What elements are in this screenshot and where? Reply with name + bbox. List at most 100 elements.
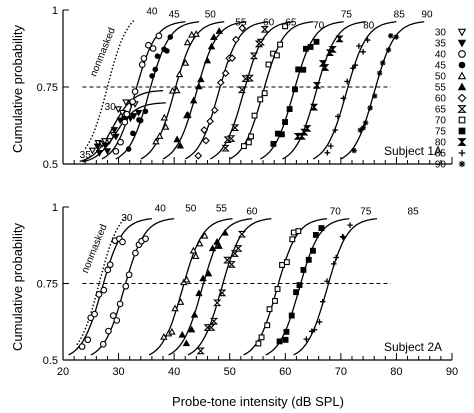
data-point-40 [142,235,149,243]
data-point-30 [88,147,97,155]
data-point-75-shape [302,45,309,52]
data-point-35 [112,133,120,141]
data-point-75-shape [312,232,319,238]
data-point-55 [215,242,223,249]
data-point-75-shape [313,38,320,45]
data-point-90-shape [385,47,392,53]
data-point-60 [196,347,205,355]
data-point-30 [95,291,103,298]
data-point-85 [344,78,351,85]
data-point-50 [168,327,176,335]
data-point-85 [356,43,362,49]
data-point-90-shape [367,105,373,111]
legend-marker-shape [457,138,467,146]
data-point-45 [137,117,144,124]
data-point-85 [340,95,347,102]
data-point-80-shape [309,103,319,111]
data-point-60-shape [237,230,247,238]
legend-marker [457,39,467,48]
legend-marker-shape [457,28,467,37]
bottom-panel: 1 0.75 0.520 30 40 50 60 70 80 90 30 40 50 55 60 70 75 85… [37,202,459,378]
data-point-55 [173,135,181,143]
data-point-55 [207,42,216,50]
x-tick-label: 30 [112,366,124,378]
curves [68,215,378,356]
data-point-85-shape [335,113,341,120]
data-point-85 [364,37,371,43]
data-point-60-shape [207,324,216,331]
data-point-55 [204,269,213,277]
data-point-75-shape [307,44,314,50]
data-point-70-shape [290,229,297,236]
data-point-35 [134,109,143,117]
data-point-40-shape [129,98,136,106]
data-point-40 [105,327,112,335]
data-point-75 [282,119,289,125]
data-point-85 [333,254,340,261]
data-point-60 [218,289,227,297]
data-point-60-shape [209,317,219,325]
data-point-70 [279,262,285,268]
data-point-30 [100,138,109,145]
data-point-50 [195,239,204,247]
data-point-90 [387,32,394,39]
curve-label-60: 60 [246,207,258,218]
data-point-60 [194,151,203,160]
data-point-35-shape [101,142,109,150]
data-point-60-shape [221,69,230,78]
data-point-85-shape [352,62,359,68]
data-point-65 [249,52,259,60]
data-point-35 [93,143,102,151]
data-point-70-shape [277,41,284,48]
series-curve-50 [148,218,233,356]
data-point-70-shape [255,340,262,347]
data-point-75-shape [270,140,277,147]
data-point-70-shape [265,61,272,68]
y-tick-label: 0.5 [43,159,58,171]
data-point-70-shape [240,143,247,150]
data-point-90 [357,127,364,133]
data-point-85 [311,326,318,333]
data-point-40-shape [132,249,139,257]
data-point-60-shape [206,117,214,126]
data-point-50 [160,333,168,340]
data-point-60 [221,69,230,78]
data-point-50 [181,59,190,66]
top-panel-y-axis-title: Cumulative probability [10,25,25,153]
data-point-40-shape [121,118,129,126]
data-point-75-shape [293,289,299,296]
data-point-45-shape [142,108,149,115]
data-point-40 [121,118,129,126]
curve-label-35: 35 [80,150,92,161]
data-point-40-shape [113,317,121,324]
data-point-50-shape [201,231,209,239]
data-point-70 [257,96,264,103]
data-point-55 [210,33,218,41]
data-point-65-shape [237,86,247,94]
data-point-65-shape [260,25,269,33]
data-point-85-shape [330,261,337,267]
curve-label-30: 30 [121,213,133,224]
data-point-85-shape [347,222,353,228]
data-point-75-shape [283,328,290,335]
data-point-50-shape [183,38,192,46]
data-point-50-shape [173,86,181,94]
data-point-40 [99,340,107,348]
data-point-60 [237,230,247,238]
legend-label: 30 [435,28,447,39]
legend-marker-shape [457,71,467,80]
data-point-50 [189,246,198,254]
data-point-30 [104,266,112,274]
data-point-40 [117,138,124,146]
data-point-75-shape [292,86,298,93]
data-point-75-shape [300,266,307,273]
data-point-90 [376,70,383,76]
data-point-55-shape [184,110,192,118]
data-point-75 [283,328,290,335]
data-point-45-shape [125,146,132,152]
data-point-75-shape [286,106,293,112]
data-point-70 [258,334,265,341]
legend-marker-shape [457,93,467,103]
